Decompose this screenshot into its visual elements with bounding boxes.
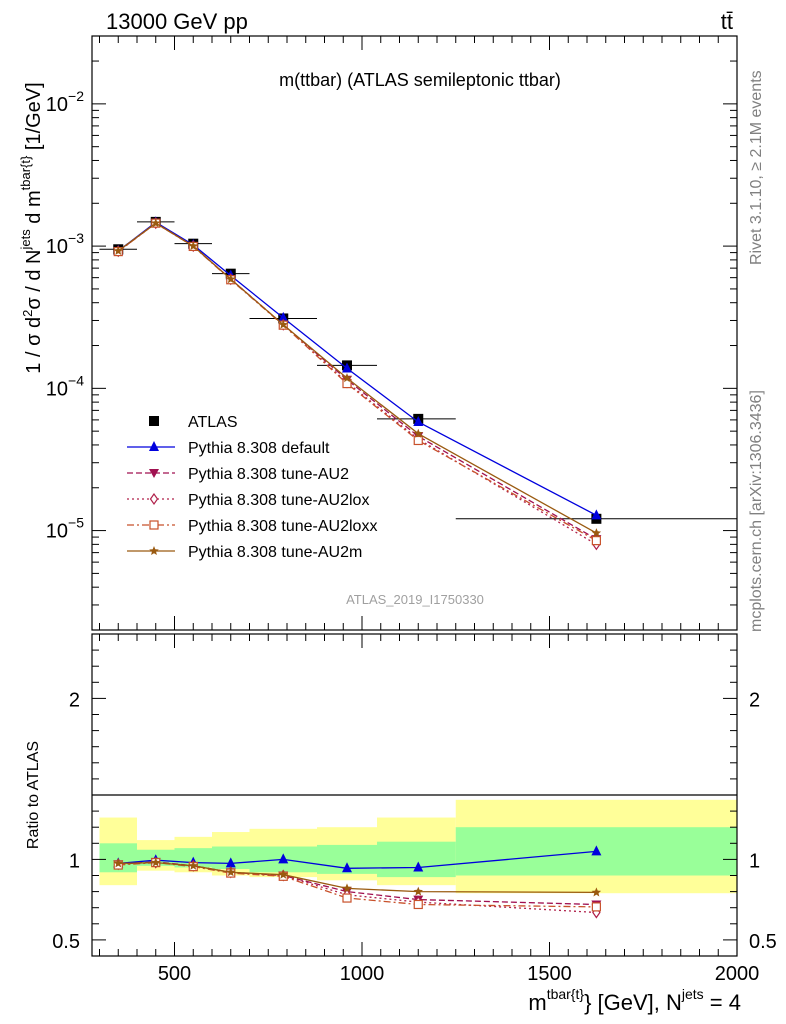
ratio-data-point [113, 858, 123, 868]
legend-marker [149, 520, 159, 530]
x-tick-label: 1500 [527, 963, 572, 985]
ratio-data-point [342, 893, 352, 903]
series-line [117, 222, 597, 534]
main-y-tick-label: 10−2 [46, 88, 84, 116]
ratio-data-point [188, 860, 198, 870]
ratio-data-point [342, 862, 352, 873]
ratio-series-line [118, 861, 597, 894]
ratio-series-pythia-8-308-tune-au2m [113, 857, 602, 897]
header-left: 13000 GeV pp [106, 9, 248, 34]
ratio-data-point [591, 887, 602, 897]
ratio-y-tick-label-right: 0.5 [749, 931, 777, 953]
x-tick-label: 2000 [715, 963, 760, 985]
main-y-tick-label: 10−3 [46, 230, 84, 258]
ratio-series-line [118, 861, 597, 908]
svg-text:1 / σ d2σ / d Njets d mtbar{t}: 1 / σ d2σ / d Njets d mtbar{t} [1/GeV] [18, 82, 45, 373]
data-point [591, 536, 601, 546]
ratio-data-point [591, 845, 602, 856]
ratio-data-point [413, 861, 424, 872]
data-point [226, 274, 236, 284]
data-point [413, 428, 423, 438]
ratio-y-tick-label: 2 [69, 689, 80, 711]
ratio-data-point [278, 853, 289, 864]
legend-marker [149, 546, 159, 555]
ratio-plot: 0.5 0.5 1 1 2 2 500 1000 1500 2000 Ratio to ATLAS… [25, 633, 777, 1015]
ratio-data-point [226, 867, 236, 877]
data-point [342, 373, 352, 383]
ratio-y-tick-label-right: 2 [749, 689, 760, 711]
data-point [188, 241, 198, 251]
main-y-tick-label: 10−4 [46, 372, 84, 400]
legend-item: Pythia 8.308 default [127, 440, 330, 457]
x-tick-label: 1000 [340, 963, 385, 985]
legend-item: Pythia 8.308 tune-AU2lox [127, 492, 369, 509]
legend-marker [149, 492, 159, 506]
x-axis-label: mtbar{t}} [GeV], Njets = 4 [528, 986, 741, 1015]
ratio-y-tick-label: 0.5 [52, 931, 80, 953]
legend-item: Pythia 8.308 tune-AU2 [127, 466, 349, 483]
legend-label: Pythia 8.308 tune-AU2m [188, 544, 362, 561]
ratio-data-point [591, 902, 601, 912]
x-tick-label: 500 [158, 963, 191, 985]
rivet-version-label: Rivet 3.1.10, ≥ 2.1M events [748, 70, 765, 265]
legend: ATLAS Pythia 8.308 default Pythia 8.308 tu… [127, 414, 377, 561]
data-point [413, 435, 423, 446]
uncertainty-band-inner [377, 841, 456, 878]
legend-item: ATLAS [149, 414, 238, 431]
data-point [278, 311, 289, 322]
main-y-tick-label: 10−5 [46, 515, 84, 543]
legend-marker [149, 416, 159, 426]
main-plot: 10−5 10−4 10−3 10−2 m(ttbar) (ATLAS semilep… [18, 35, 738, 631]
data-point [413, 415, 424, 426]
legend-label: Pythia 8.308 tune-AU2loxx [188, 518, 377, 535]
main-plot-frame [91, 35, 738, 631]
data-point [591, 528, 602, 538]
svg-text:mtbar{t}} [GeV], Njets = 4: mtbar{t}} [GeV], Njets = 4 [528, 986, 741, 1015]
analysis-watermark: ATLAS_2019_I1750330 [346, 592, 484, 607]
legend-item: Pythia 8.308 tune-AU2loxx [127, 518, 377, 535]
main-y-axis-label: 1 / σ d2σ / d Njets d mtbar{t} [1/GeV] [18, 82, 45, 373]
ratio-data-point [342, 883, 352, 893]
data-point [342, 362, 352, 373]
ratio-y-axis-label: Ratio to ATLAS [25, 741, 42, 849]
legend-label: Pythia 8.308 tune-AU2 [188, 466, 349, 483]
data-point [113, 245, 123, 255]
ratio-series-line [118, 850, 597, 869]
legend-marker [149, 469, 159, 478]
legend-label: Pythia 8.308 tune-AU2lox [188, 492, 369, 509]
ratio-data-point [225, 857, 236, 868]
legend-label: ATLAS [188, 414, 238, 431]
ratio-y-tick-label: 1 [69, 850, 80, 872]
ratio-plot-frame [91, 633, 738, 957]
data-point [278, 319, 288, 329]
ratio-y-tick-label-right: 1 [749, 850, 760, 872]
series-pythia-8-308-default [113, 216, 602, 520]
main-title: m(ttbar) (ATLAS semileptonic ttbar) [279, 70, 561, 90]
legend-item: Pythia 8.308 tune-AU2m [127, 544, 362, 561]
series-line [117, 221, 597, 516]
mcplots-label: mcplots.cern.ch [arXiv:1306.3436] [748, 390, 765, 632]
ratio-data-point [413, 886, 423, 896]
ratio-data-point [278, 869, 288, 879]
ratio-data-point [151, 857, 161, 867]
data-point [151, 218, 161, 228]
legend-marker [149, 441, 159, 451]
header-right: tt̄ [721, 9, 733, 34]
legend-label: Pythia 8.308 default [188, 440, 330, 457]
series-pythia-8-308-tune-au2m [113, 218, 602, 538]
data-point [591, 509, 602, 520]
ratio-data-point [413, 899, 423, 910]
